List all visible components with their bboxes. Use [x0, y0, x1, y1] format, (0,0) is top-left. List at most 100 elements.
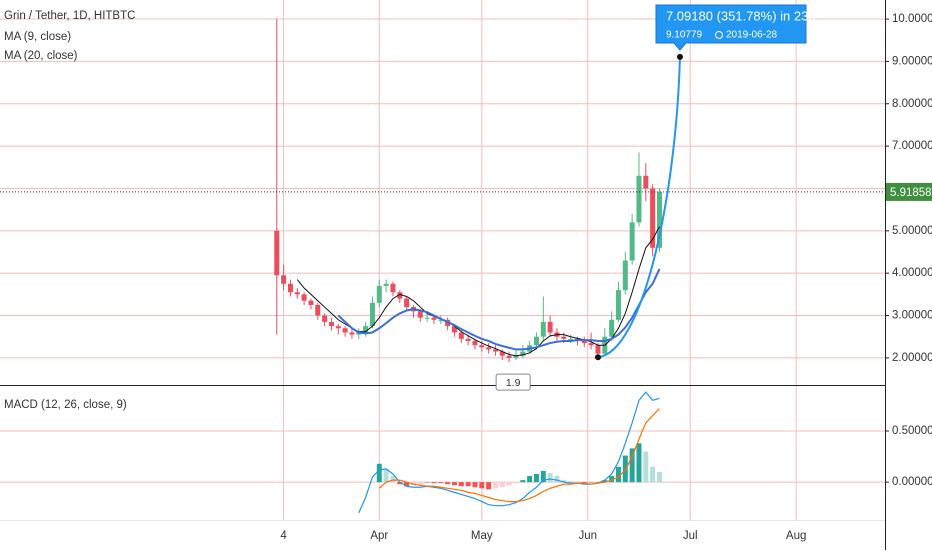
low-label: 1.9 — [506, 377, 521, 389]
histogram-bar — [561, 480, 567, 483]
candle-body — [615, 290, 621, 320]
clock-icon — [714, 31, 723, 39]
histogram-bar — [431, 482, 437, 484]
histogram-bar — [479, 482, 485, 489]
histogram-bar — [540, 470, 546, 483]
candle-body — [588, 343, 594, 346]
candle-body — [595, 345, 601, 354]
candle-body — [281, 275, 287, 284]
candle-body — [650, 188, 656, 248]
histogram-bar — [424, 482, 430, 483]
candle-body — [533, 336, 539, 346]
x-tick-label: Jun — [578, 530, 597, 542]
last-price-label: 5.91858 — [890, 187, 932, 199]
candle-body — [328, 321, 334, 327]
candle-body — [622, 260, 628, 291]
x-tick-label: Jul — [683, 530, 698, 542]
histogram-bar — [656, 471, 662, 483]
candle-body — [431, 317, 437, 320]
macd-line — [358, 391, 660, 514]
candle-body — [397, 292, 403, 299]
candle-body — [499, 351, 505, 356]
overlay-layer: 5.91858 1.9 7.09180 (351.78%) in 23d 9.1077… — [495, 4, 932, 391]
histogram-bar — [397, 482, 403, 485]
candle-body — [513, 355, 519, 358]
histogram-bar — [643, 451, 649, 483]
candle-body — [581, 340, 587, 344]
candle-body — [479, 345, 485, 348]
histogram-bar — [445, 482, 451, 485]
histogram-bar — [527, 476, 533, 483]
candle-body — [438, 319, 444, 321]
candle-body — [342, 328, 348, 333]
candle-body — [506, 355, 512, 358]
candle-body — [376, 285, 382, 303]
histogram-bar — [588, 482, 594, 483]
histogram-bar — [595, 482, 601, 483]
candle-body — [322, 315, 328, 322]
candle-body — [492, 349, 498, 352]
histogram-bar — [404, 482, 410, 487]
y-tick-label: 3.00000 — [892, 310, 932, 322]
candle-body — [561, 336, 567, 339]
projection-point — [594, 354, 601, 361]
y-tick-label: 0.50000 — [892, 425, 932, 437]
macd-line — [378, 408, 660, 503]
candle-body — [294, 292, 300, 295]
candle-body — [540, 321, 546, 337]
histogram-bar — [629, 448, 635, 483]
histogram-bar — [520, 480, 526, 483]
candle-body — [363, 326, 369, 333]
candle-body — [335, 326, 341, 329]
candle-body — [369, 302, 375, 327]
histogram-bar — [465, 482, 471, 487]
histogram-bar — [472, 482, 478, 488]
histogram-bar — [376, 463, 382, 483]
ma-line — [337, 268, 661, 351]
y-tick-label: 4.00000 — [892, 267, 932, 279]
histogram-bar — [568, 481, 574, 483]
marks-layer — [0, 19, 885, 514]
candle-body — [349, 332, 355, 335]
histogram-bar — [417, 482, 423, 485]
candle-body — [609, 319, 615, 337]
histogram-bar — [390, 476, 396, 483]
candle-body — [486, 347, 492, 350]
candle-body — [656, 191, 662, 248]
candle-body — [301, 294, 307, 301]
projection-point — [676, 53, 683, 60]
histogram-bar — [533, 473, 539, 483]
candle-body — [643, 175, 649, 189]
histogram-bar — [574, 482, 580, 483]
y-tick-label: 9.00000 — [892, 55, 932, 67]
y-tick-label: 2.00000 — [892, 352, 932, 364]
candle-body — [458, 332, 464, 339]
callout-price: 9.10779 — [666, 30, 703, 41]
candle-body — [520, 351, 526, 356]
histogram-bar — [499, 482, 505, 488]
legend-entry: MA (20, close) — [4, 50, 78, 62]
projection-curve — [597, 56, 681, 359]
y-tick-label: 8.00000 — [892, 98, 932, 110]
candle-body — [547, 321, 553, 333]
candle-body — [383, 283, 389, 286]
callout-title: 7.09180 (351.78%) in 23d — [666, 8, 816, 23]
candle-body — [636, 175, 642, 223]
x-tick-label: May — [471, 530, 493, 542]
histogram-bar — [513, 482, 519, 484]
callout-box — [655, 4, 807, 51]
candle-body — [390, 283, 396, 293]
histogram-bar — [486, 482, 492, 490]
histogram-bar — [650, 466, 656, 483]
histogram-bar — [492, 482, 498, 489]
x-tick-label: 4 — [280, 530, 287, 542]
histogram-bar — [451, 482, 457, 486]
histogram-bar — [609, 476, 615, 483]
candle-body — [287, 283, 293, 293]
candle-body — [629, 222, 635, 261]
candle-body — [424, 317, 430, 319]
